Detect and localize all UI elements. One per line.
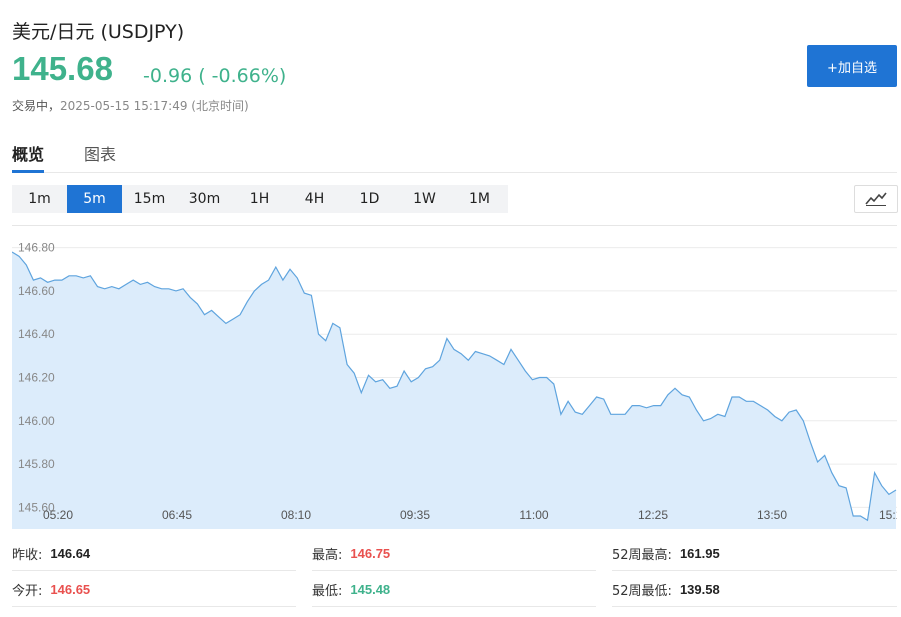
line-chart-icon <box>865 192 887 206</box>
chart-type-button[interactable] <box>854 185 898 213</box>
interval-1m[interactable]: 1m <box>28 191 51 207</box>
stat-label: 最低: <box>312 583 343 599</box>
trading-status: 交易中，2025-05-15 15:17:49 (北京时间) <box>12 97 249 114</box>
stats-row: 今开: 146.65 最低: 145.48 52周最低: 139.58 <box>12 572 897 608</box>
stats-table: 昨收: 146.64 最高: 146.75 52周最高: 161.95 今开: 146.… <box>12 536 897 608</box>
tab-chart[interactable]: 图表 <box>84 145 117 164</box>
x-tick-label: 05:20 <box>43 508 73 522</box>
price-line <box>12 251 897 522</box>
status-time: 2025-05-15 15:17:49 (北京时间) <box>60 99 249 113</box>
price-chart-svg: 146.80 146.60 146.40 146.20 146.00 145.80 145.… <box>12 226 897 529</box>
stat-value: 146.64 <box>50 545 91 561</box>
current-price: 145.68 <box>12 50 113 87</box>
y-tick-label: 146.20 <box>18 371 55 385</box>
stat-high: 最高: 146.75 <box>312 536 596 571</box>
stats-row: 昨收: 146.64 最高: 146.75 52周最高: 161.95 <box>12 536 897 572</box>
y-tick-label: 145.80 <box>18 457 55 471</box>
interval-1h[interactable]: 1H <box>249 191 270 207</box>
y-tick-label: 146.40 <box>18 327 55 341</box>
interval-4h[interactable]: 4H <box>304 191 325 207</box>
interval-selector: 1m 5m 15m 30m 1H 4H 1D 1W 1M <box>12 185 508 213</box>
stat-value: 145.48 <box>350 581 391 597</box>
stat-label: 今开: <box>12 583 43 599</box>
x-tick-label: 13:50 <box>757 508 787 522</box>
stat-open: 今开: 146.65 <box>12 572 296 607</box>
price-area <box>12 252 896 529</box>
y-tick-label: 146.80 <box>18 241 55 255</box>
x-tick-label: 09:35 <box>400 508 430 522</box>
stat-label: 52周最高: <box>612 547 672 563</box>
stat-value: 161.95 <box>679 545 720 561</box>
status-label: 交易中， <box>12 99 61 113</box>
price-chart: 146.80 146.60 146.40 146.20 146.00 145.80 145.… <box>12 225 897 529</box>
y-tick-label: 145.60 <box>18 500 55 514</box>
x-tick-label: 15:1 <box>879 508 897 522</box>
y-tick-label: 146.60 <box>18 284 55 298</box>
stat-label: 最高: <box>312 547 343 563</box>
tab-overview[interactable]: 概览 <box>12 141 45 173</box>
add-to-watchlist-button[interactable]: +加自选 <box>807 45 897 87</box>
interval-1w[interactable]: 1W <box>413 191 436 207</box>
stat-52w-low: 52周最低: 139.58 <box>612 572 897 607</box>
stat-value: 146.75 <box>350 545 391 561</box>
stat-label: 52周最低: <box>612 583 672 599</box>
interval-5m[interactable]: 5m <box>67 185 122 213</box>
x-tick-label: 11:00 <box>519 508 548 522</box>
stat-value: 139.58 <box>679 581 720 597</box>
stat-label: 昨收: <box>12 547 43 563</box>
y-tick-label: 146.00 <box>18 414 55 428</box>
interval-1mo[interactable]: 1M <box>469 191 490 207</box>
stat-prev-close: 昨收: 146.64 <box>12 536 296 571</box>
interval-15m[interactable]: 15m <box>133 191 166 207</box>
x-tick-label: 12:25 <box>638 508 668 522</box>
interval-1d[interactable]: 1D <box>359 191 380 207</box>
x-tick-label: 06:45 <box>162 508 192 522</box>
stat-low: 最低: 145.48 <box>312 572 596 607</box>
stat-52w-high: 52周最高: 161.95 <box>612 536 897 571</box>
tab-bar: 概览 图表 <box>12 140 897 173</box>
page-title: 美元/日元 (USDJPY) <box>12 21 185 43</box>
stat-value: 146.65 <box>50 581 91 597</box>
interval-30m[interactable]: 30m <box>188 191 221 207</box>
x-tick-label: 08:10 <box>281 508 311 522</box>
price-change: -0.96 ( -0.66%) <box>143 65 287 87</box>
